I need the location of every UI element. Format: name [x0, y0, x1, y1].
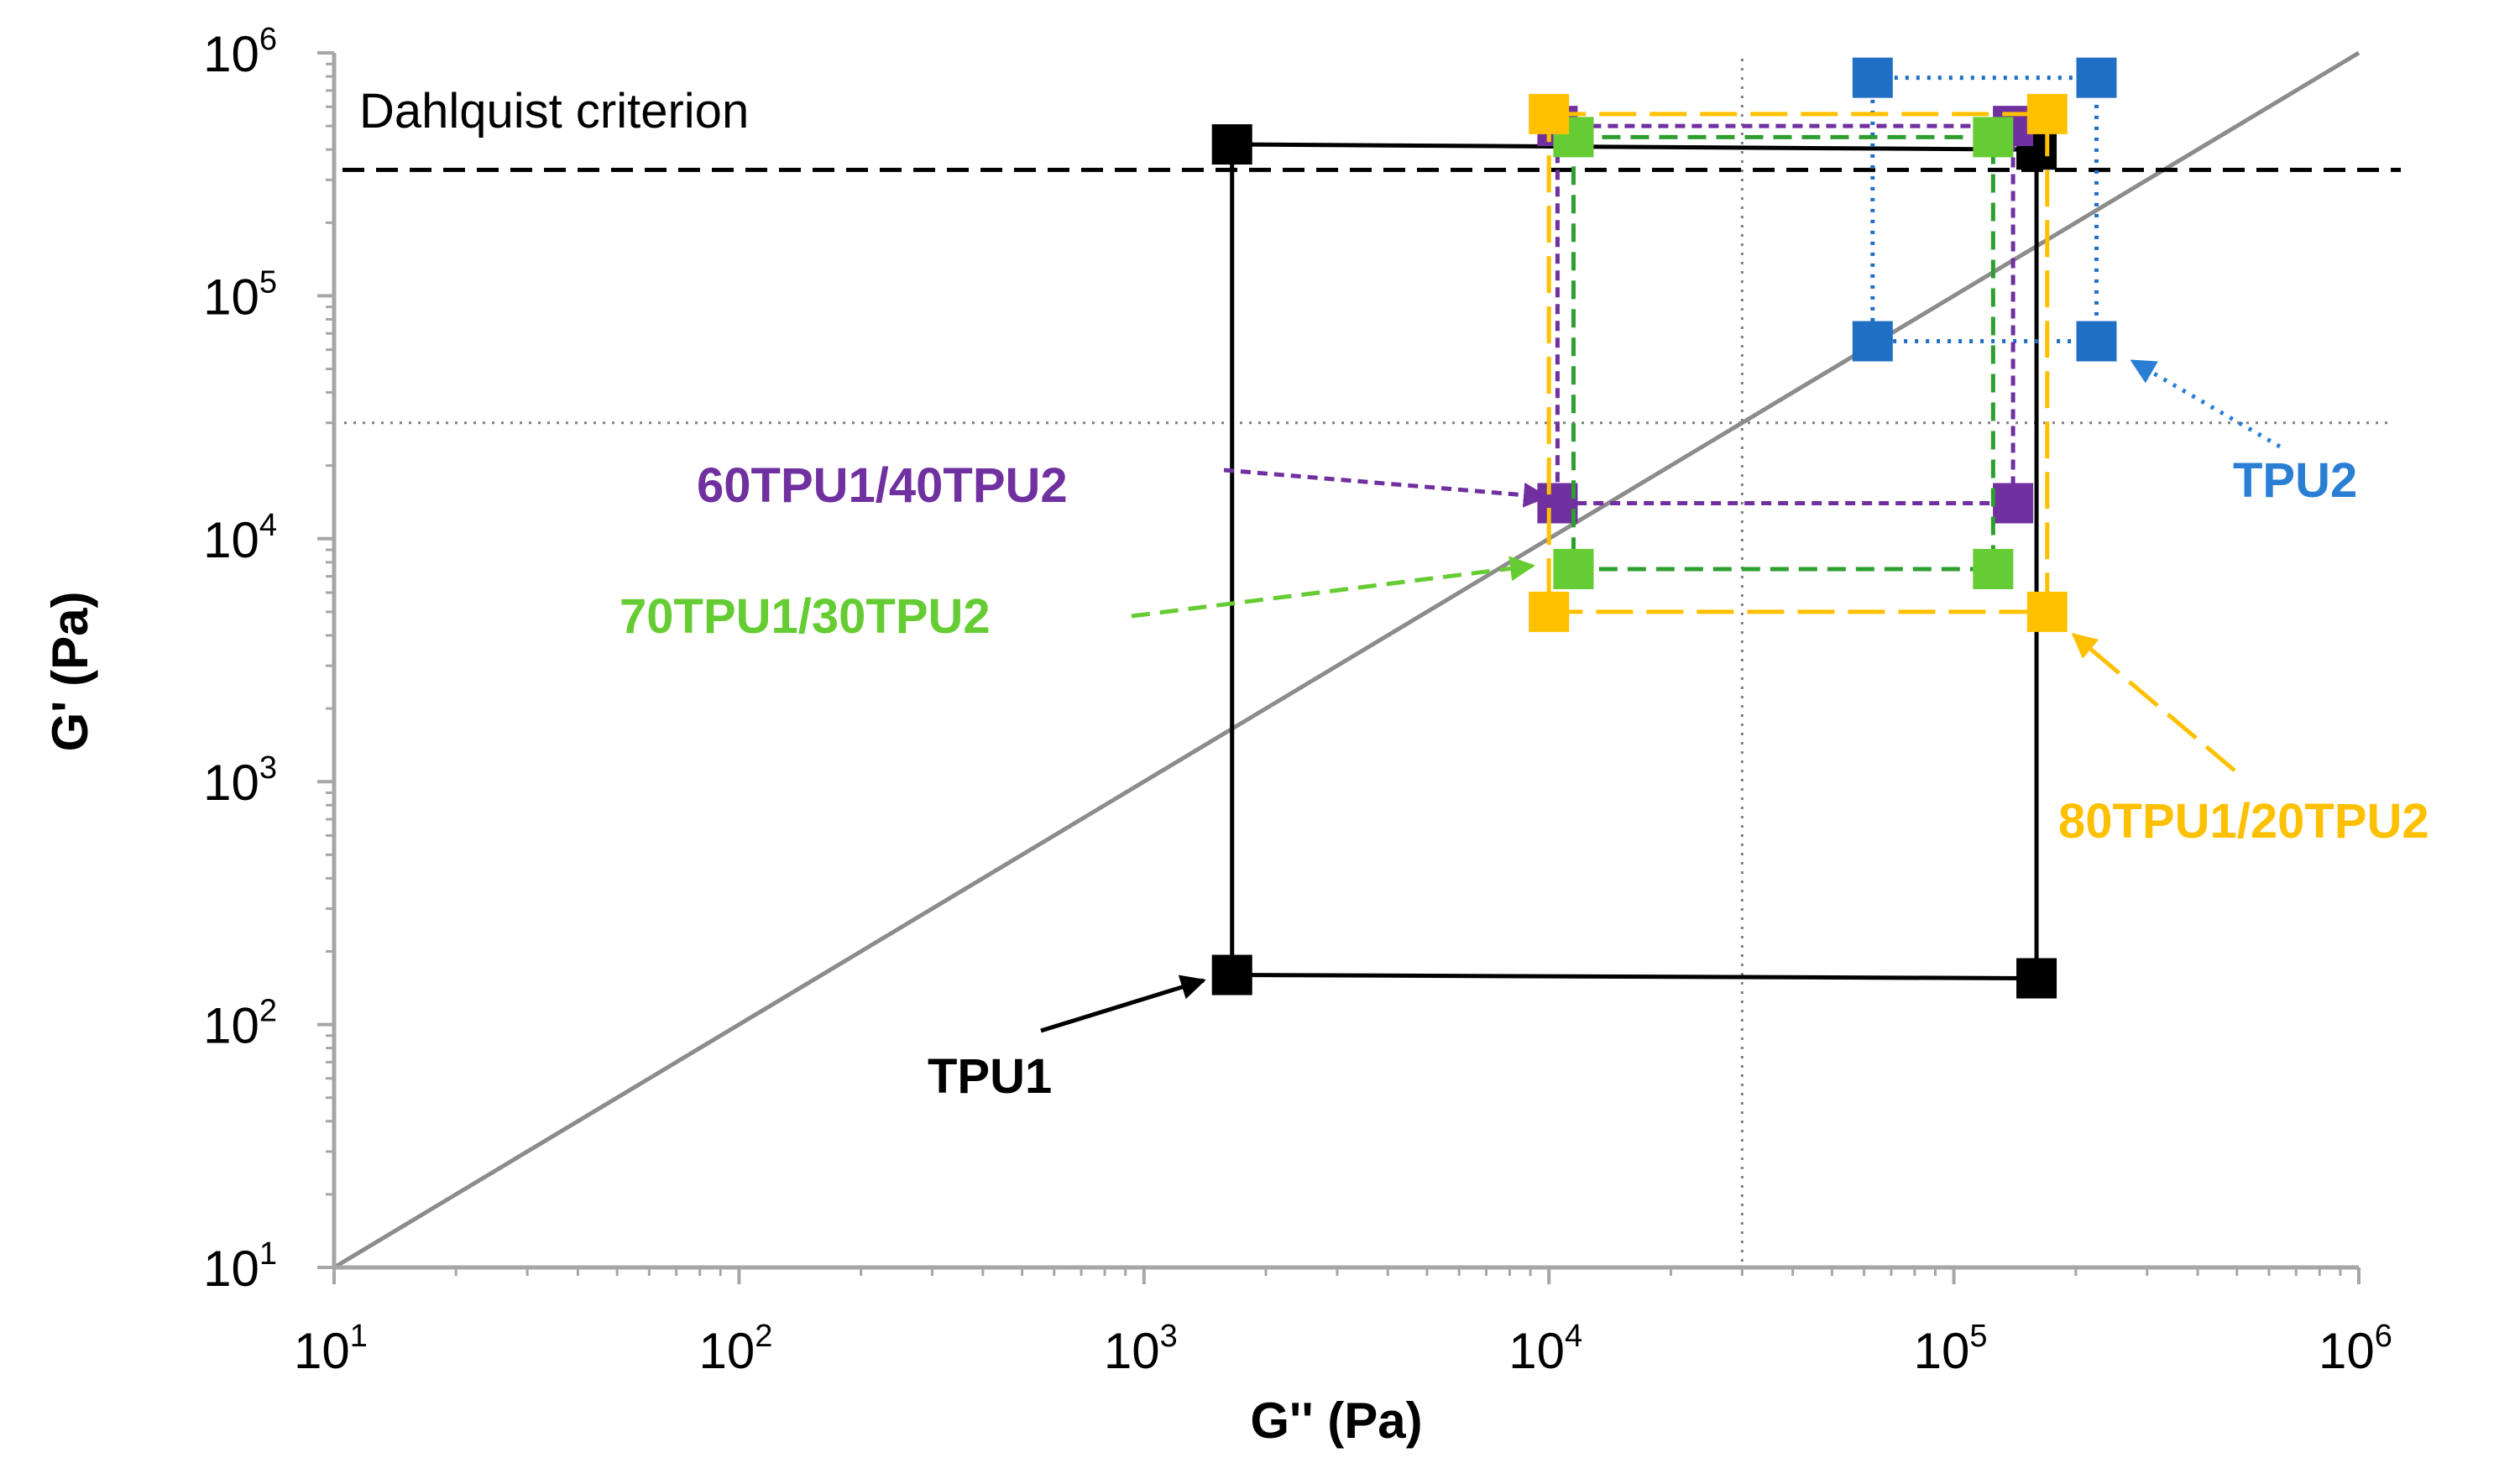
series-80tpu1-20tpu2	[1529, 93, 2068, 632]
x-axis-title: G'' (Pa)	[1250, 1393, 1422, 1449]
reference-lines	[332, 50, 2401, 1270]
annotations: Dahlquist criterion TPU1 TPU2 60TPU1/40TPU2…	[359, 84, 2429, 1104]
y-tick-label: 106	[203, 22, 277, 82]
arrow-tpu2	[2130, 358, 2282, 449]
dahlquist-label: Dahlquist criterion	[359, 84, 749, 138]
y-tick-label: 104	[203, 508, 277, 568]
series-70tpu1-30tpu2	[1553, 117, 2014, 589]
label-60tpu1-40tpu2: 60TPU1/40TPU2	[697, 458, 1068, 513]
axis-ticks: 101 102 103 104 105 106 101 102 103 104 105 106	[203, 22, 2392, 1379]
series-tpu1	[1211, 124, 2057, 999]
series	[1211, 57, 2117, 999]
arrow-70tpu1-30tpu2	[1131, 556, 1535, 619]
data-point	[2026, 93, 2068, 134]
x-tick-label: 106	[2319, 1319, 2392, 1379]
diagonal-line	[332, 50, 2361, 1270]
arrow-60tpu1-40tpu2	[1223, 468, 1549, 508]
label-tpu2: TPU2	[2233, 453, 2357, 508]
y-tick-label: 103	[203, 750, 277, 811]
y-tick-label: 105	[203, 264, 277, 325]
x-tick-label: 102	[698, 1319, 772, 1379]
data-point	[2016, 958, 2057, 999]
data-point	[1993, 483, 2034, 524]
data-point	[2076, 321, 2117, 362]
data-point	[1211, 124, 1252, 165]
data-point	[1553, 548, 1594, 589]
data-point	[2026, 591, 2068, 632]
y-tick-label: 102	[203, 994, 277, 1054]
x-tick-label: 105	[1914, 1319, 1988, 1379]
series-line	[1546, 112, 2050, 614]
series-line	[1230, 142, 2039, 981]
data-point	[2076, 57, 2117, 98]
data-point	[1973, 548, 2014, 589]
series-line	[1870, 76, 2099, 344]
label-80tpu1-20tpu2: 80TPU1/20TPU2	[2058, 794, 2429, 849]
series-tpu2	[1852, 57, 2117, 362]
label-tpu1: TPU1	[928, 1049, 1052, 1104]
y-axis-title: G' (Pa)	[42, 592, 98, 752]
arrow-tpu1	[1040, 975, 1206, 1033]
data-point	[1529, 591, 1570, 632]
data-point	[1973, 117, 2014, 158]
series-line	[1555, 123, 2015, 506]
axes	[332, 53, 2359, 1270]
data-point	[1211, 954, 1252, 995]
arrow-80tpu1-20tpu2	[2071, 633, 2236, 772]
data-point	[1852, 57, 1893, 98]
data-point	[1529, 93, 1570, 134]
label-70tpu1-30tpu2: 70TPU1/30TPU2	[620, 589, 991, 644]
y-tick-label: 101	[203, 1236, 277, 1297]
x-tick-label: 101	[294, 1319, 368, 1379]
series-line	[1571, 134, 1995, 572]
x-tick-label: 103	[1104, 1319, 1178, 1379]
x-tick-label: 104	[1508, 1319, 1582, 1379]
data-point	[1852, 321, 1893, 362]
